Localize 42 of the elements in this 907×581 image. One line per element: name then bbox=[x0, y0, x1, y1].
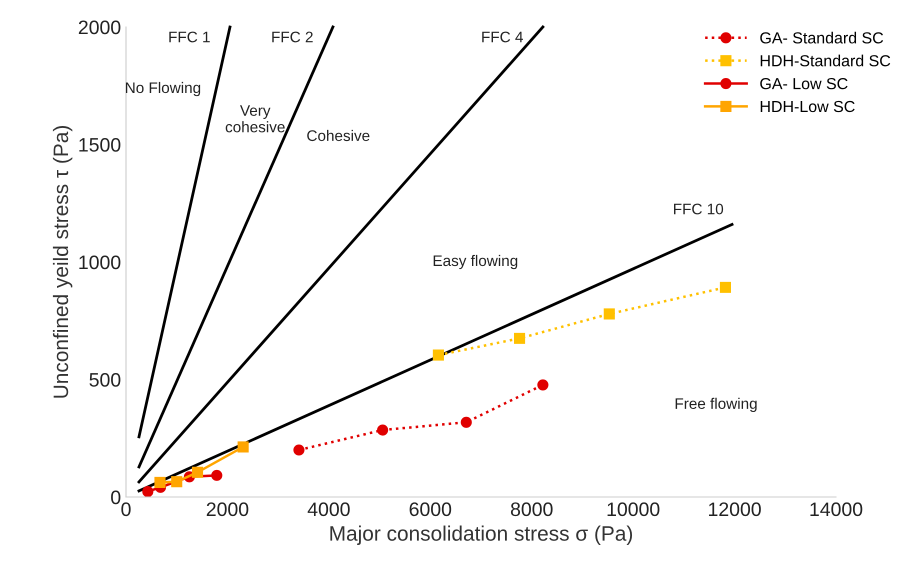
point bbox=[460, 416, 472, 428]
y-tick-label: 1500 bbox=[79, 138, 120, 152]
point bbox=[293, 444, 304, 456]
point bbox=[192, 466, 204, 478]
x-tick-label: 10000 bbox=[608, 502, 660, 516]
x-tick-label: 4000 bbox=[308, 502, 350, 516]
legend-label: GA- Low SC bbox=[760, 78, 848, 90]
point bbox=[171, 476, 182, 488]
legend-label: GA- Standard SC bbox=[760, 32, 884, 44]
point bbox=[720, 282, 731, 293]
point bbox=[211, 470, 222, 481]
series-label: FFC 4 bbox=[482, 32, 523, 42]
series-label: FFC 2 bbox=[272, 32, 313, 42]
y-tick-label: 1000 bbox=[79, 255, 120, 270]
y-tick-label: 2000 bbox=[78, 20, 120, 34]
annotation: Very cohesive bbox=[226, 105, 285, 132]
series-label: FFC 1 bbox=[169, 32, 210, 42]
annotation: Easy flowing bbox=[434, 254, 518, 270]
point bbox=[154, 476, 166, 488]
legend-label: HDH-Standard SC bbox=[760, 54, 890, 66]
point bbox=[238, 441, 249, 452]
x-tick-label: 0 bbox=[121, 502, 131, 516]
x-axis-title: Major consolidation stress σ (Pa) bbox=[330, 526, 632, 545]
point bbox=[537, 379, 548, 390]
annotation: Cohesive bbox=[307, 130, 370, 142]
point bbox=[604, 308, 615, 320]
annotation: No Flowing bbox=[126, 82, 200, 96]
x-tick-label: 6000 bbox=[410, 502, 452, 516]
x-tick-label: 8000 bbox=[510, 502, 553, 516]
annotation: Free flowing bbox=[676, 398, 757, 412]
point bbox=[377, 424, 388, 436]
point bbox=[142, 486, 154, 498]
point bbox=[514, 332, 526, 344]
x-tick-label: 2000 bbox=[206, 502, 248, 516]
legend-label: HDH-Low SC bbox=[760, 100, 855, 112]
x-tick-label: 12000 bbox=[709, 502, 761, 516]
x-tick-label: 14000 bbox=[810, 502, 862, 516]
y-tick-label: 0 bbox=[111, 490, 120, 504]
y-axis-title: Unconfined yeild stress τ (Pa) bbox=[52, 126, 72, 398]
y-tick-label: 500 bbox=[89, 372, 120, 387]
series-label: FFC 10 bbox=[674, 204, 724, 214]
point bbox=[432, 350, 444, 361]
